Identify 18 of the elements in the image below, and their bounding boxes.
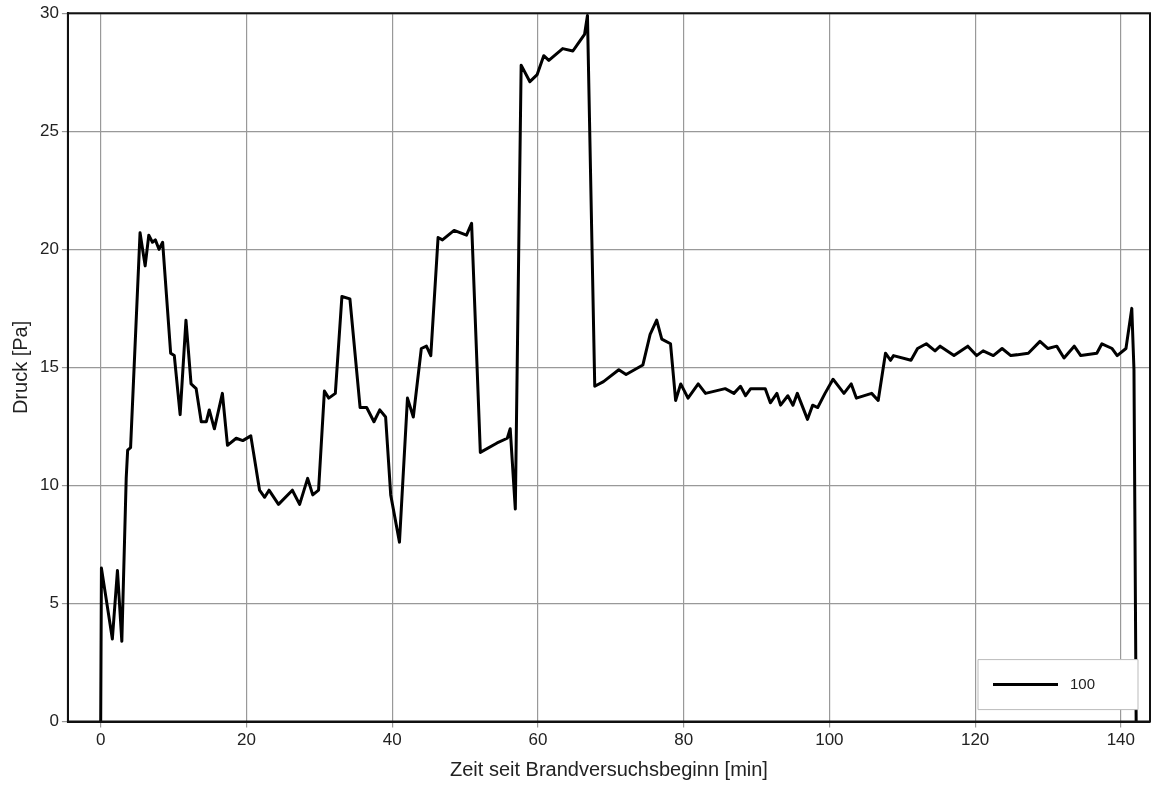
x-tick-label: 20: [236, 730, 256, 750]
x-tick-label: 60: [528, 730, 548, 750]
y-tick-label: 30: [39, 2, 59, 22]
y-tick-label: 15: [39, 357, 59, 377]
x-axis-title: Zeit seit Brandversuchsbeginn [min]: [449, 757, 768, 780]
y-tick-label: 25: [39, 120, 59, 140]
legend-label: 100: [1070, 674, 1096, 692]
x-tick-label: 0: [95, 730, 106, 750]
x-tick-label: 140: [1106, 730, 1136, 750]
x-tick-label: 120: [960, 730, 990, 750]
y-axis-title: Druck [Pa]: [8, 320, 31, 415]
y-tick-label: 5: [49, 593, 59, 613]
x-tick-label: 40: [382, 730, 402, 750]
x-tick-label: 100: [815, 730, 844, 750]
y-tick-label: 20: [39, 239, 59, 259]
y-tick-label: 10: [39, 475, 59, 495]
x-tick-label: 80: [674, 730, 694, 750]
y-tick-label: 0: [49, 711, 59, 731]
